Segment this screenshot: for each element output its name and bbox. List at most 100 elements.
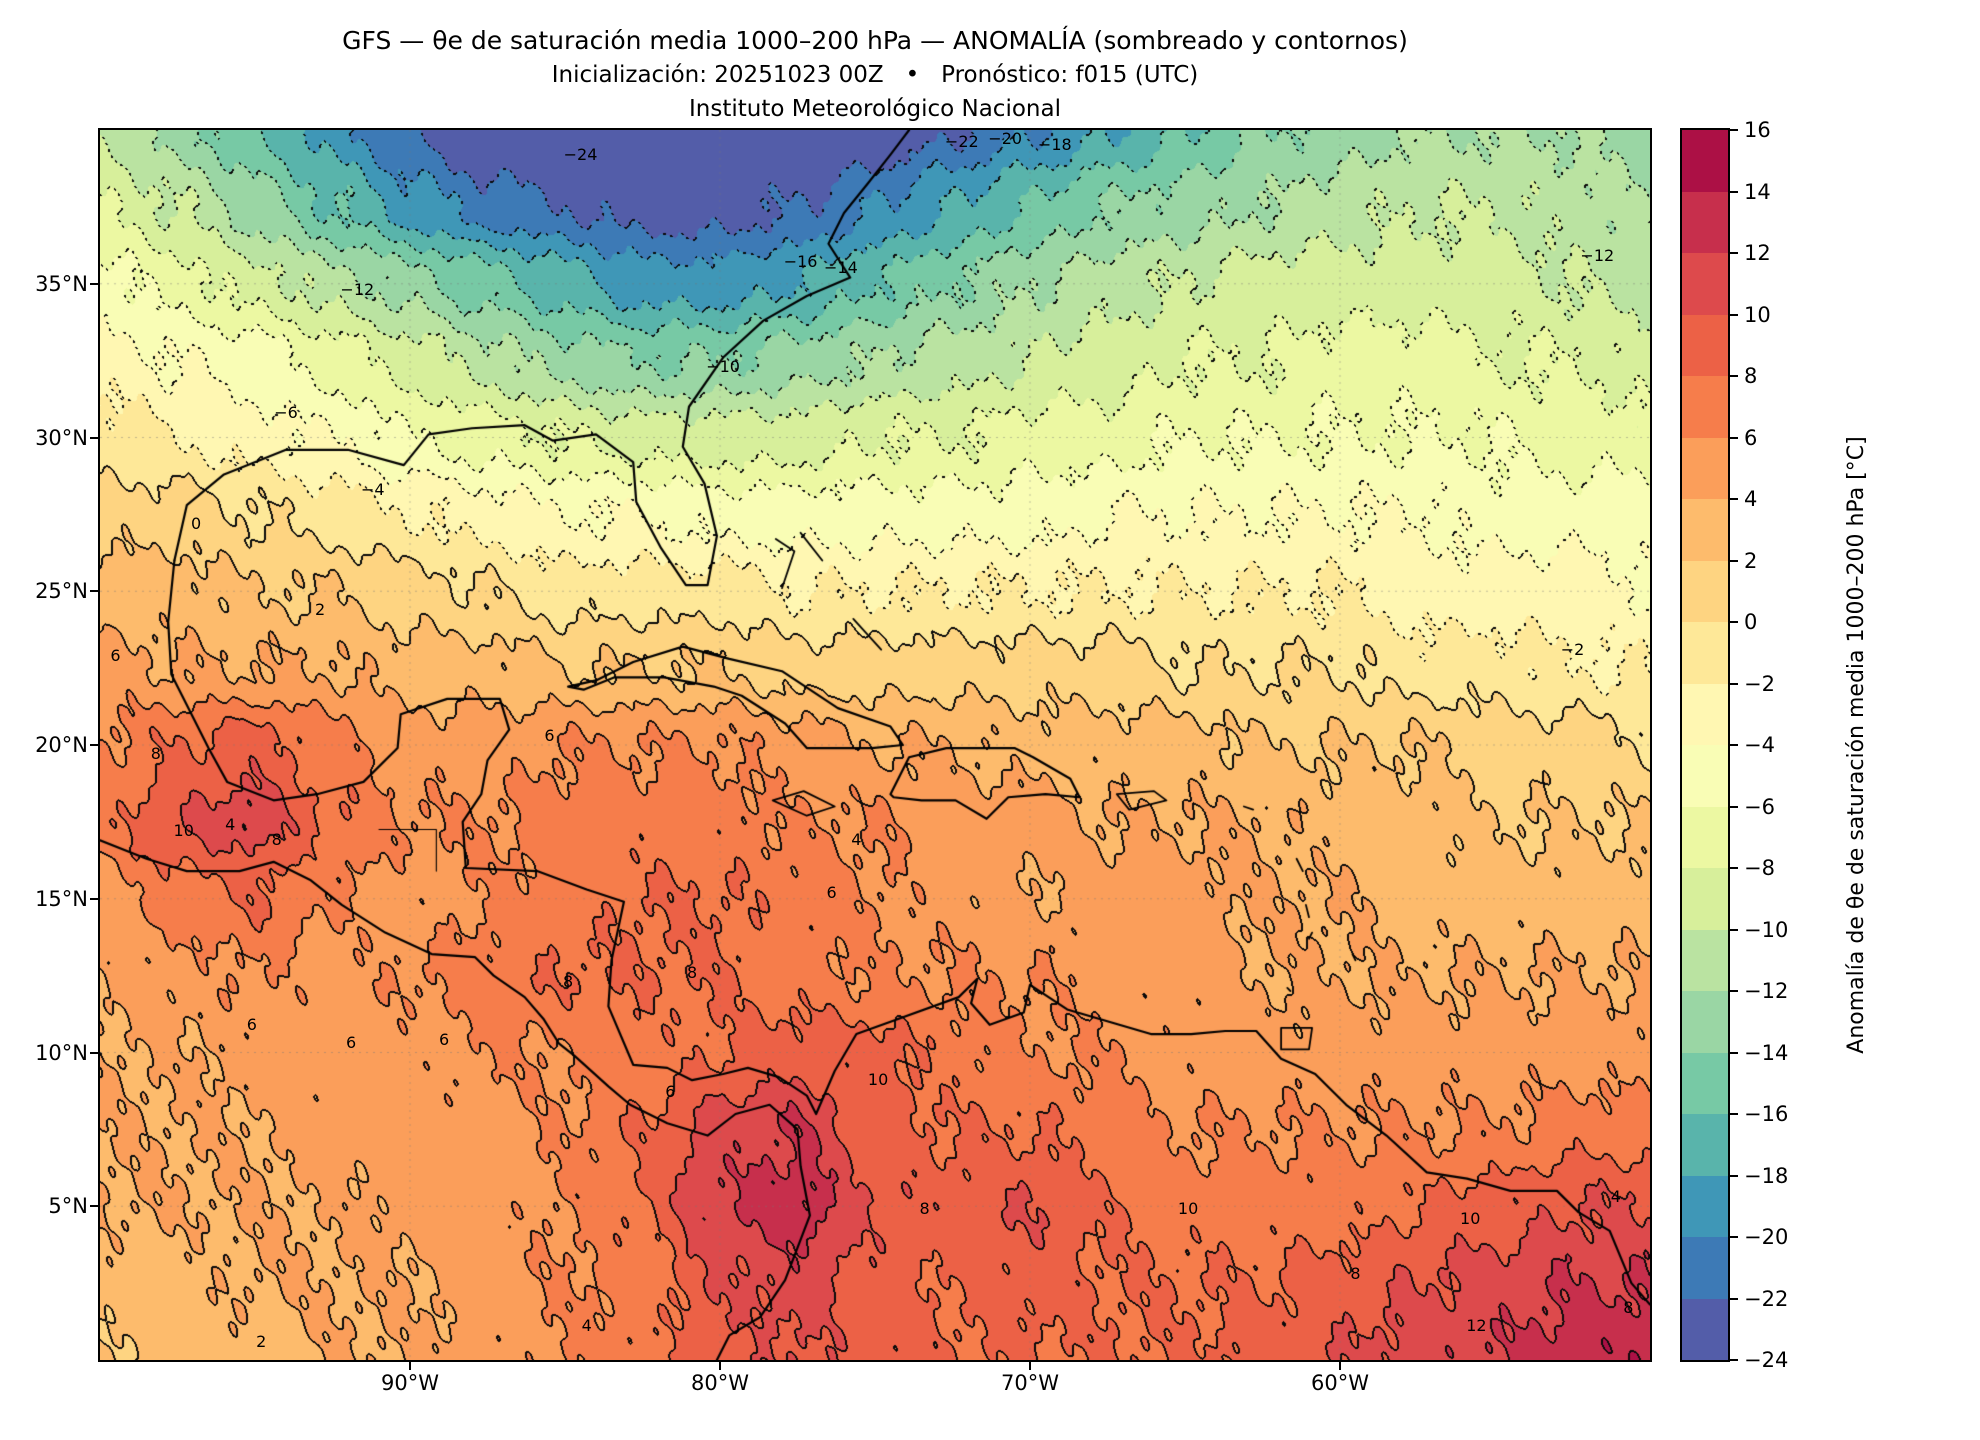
y-tick-label: 15°N: [35, 886, 88, 911]
x-tick-mark: [1029, 1360, 1031, 1370]
chart-title: GFS — θe de saturación media 1000–200 hP…: [342, 26, 1408, 55]
map-plot-area: −24 −22 −20 −18 −16 −14 −12 −12 −10 −6 −4 0 2 −2 6 8 10 4…: [98, 128, 1652, 1362]
contour-label: −12: [1580, 246, 1615, 266]
contour-label: 8: [271, 830, 282, 850]
colorbar-tick-label: −20: [1744, 1225, 1789, 1249]
contour-label: 12: [1466, 1316, 1487, 1336]
x-tick-mark: [719, 1360, 721, 1370]
x-tick-label: 70°W: [1001, 1371, 1059, 1395]
contour-label: 8: [150, 744, 161, 764]
colorbar-tick-mark: [1730, 1051, 1738, 1054]
contour-label: −20: [988, 129, 1023, 149]
colorbar-segment: [1682, 1237, 1728, 1299]
contour-label: 2: [315, 599, 326, 619]
colorbar-tick-mark: [1730, 190, 1738, 193]
colorbar-tick-mark: [1730, 928, 1738, 931]
colorbar-segment: [1682, 683, 1728, 745]
colorbar-segment: [1682, 499, 1728, 561]
colorbar-tick-label: 4: [1744, 487, 1758, 511]
colorbar-segment: [1682, 1175, 1728, 1237]
contour-label: 8: [919, 1199, 930, 1219]
y-tick-label: 30°N: [35, 425, 88, 450]
colorbar-tick-mark: [1730, 375, 1738, 377]
colorbar-segment: [1682, 622, 1728, 684]
contour-label: 8: [687, 962, 698, 982]
colorbar-segment: [1682, 745, 1728, 807]
colorbar-tick-label: 0: [1744, 610, 1758, 634]
colorbar-tick-label: −22: [1744, 1286, 1789, 1311]
colorbar-tick-mark: [1730, 1359, 1738, 1361]
colorbar-segment: [1682, 1052, 1728, 1114]
colorbar-tick-label: 16: [1744, 118, 1771, 142]
colorbar-segment: [1682, 314, 1728, 376]
colorbar-tick-mark: [1730, 1297, 1738, 1300]
contour-label: 8: [1623, 1297, 1634, 1317]
colorbar-tick-mark: [1730, 1113, 1738, 1115]
colorbar-tick-label: 14: [1744, 179, 1771, 204]
colorbar-tick-label: −16: [1744, 1102, 1789, 1126]
colorbar-tick-mark: [1730, 867, 1738, 869]
colorbar-segment: [1682, 130, 1728, 192]
contour-label: 8: [1350, 1263, 1361, 1283]
y-tick-mark: [90, 1051, 100, 1054]
contour-label: −24: [563, 144, 598, 164]
y-tick-mark: [90, 744, 100, 746]
colorbar-tick-label: 10: [1744, 302, 1771, 327]
colorbar-tick-mark: [1730, 252, 1738, 254]
colorbar-tick-mark: [1730, 682, 1738, 685]
map-canvas: [100, 130, 1650, 1360]
colorbar-tick-mark: [1730, 1236, 1738, 1238]
x-tick-label: 80°W: [691, 1371, 749, 1395]
x-tick-label: 90°W: [381, 1371, 439, 1395]
contour-label: 6: [544, 725, 555, 745]
contour-label: 6: [439, 1030, 450, 1050]
y-tick-mark: [90, 897, 100, 900]
contour-label: −14: [824, 258, 858, 278]
x-tick-mark: [409, 1360, 411, 1370]
colorbar-segment: [1682, 1114, 1728, 1176]
colorbar-segment: [1682, 991, 1728, 1053]
contour-label: 10: [173, 821, 194, 841]
colorbar-tick-label: −18: [1744, 1163, 1789, 1188]
contour-label: 10: [867, 1070, 889, 1090]
x-tick-mark: [1339, 1360, 1341, 1370]
contour-label: −2: [1560, 639, 1585, 659]
contour-label: 8: [563, 971, 574, 991]
y-tick-label: 20°N: [35, 733, 88, 757]
colorbar-tick-mark: [1730, 805, 1738, 808]
contour-label: 6: [826, 882, 837, 902]
colorbar-segment: [1682, 560, 1728, 622]
y-tick-label: 10°N: [35, 1040, 88, 1065]
contour-label: 6: [665, 1082, 676, 1102]
contour-label: 10: [1177, 1199, 1199, 1219]
colorbar-tick-label: −24: [1744, 1348, 1789, 1372]
colorbar-tick-label: −4: [1744, 733, 1775, 757]
colorbar-segment: [1682, 1298, 1728, 1360]
contour-label: 4: [225, 814, 236, 834]
x-tick-label: 60°W: [1311, 1371, 1369, 1395]
colorbar-segment: [1682, 376, 1728, 438]
colorbar-tick-label: −8: [1744, 856, 1775, 880]
colorbar-segment: [1682, 868, 1728, 930]
colorbar-segment: [1682, 253, 1728, 315]
contour-label: 4: [1610, 1187, 1621, 1207]
contour-label: 6: [346, 1033, 357, 1053]
colorbar-tick-mark: [1730, 990, 1738, 992]
colorbar-tick-mark: [1730, 559, 1738, 562]
colorbar-segment: [1682, 437, 1728, 499]
colorbar-tick-mark: [1730, 621, 1738, 623]
colorbar-tick-label: 12: [1744, 241, 1771, 265]
colorbar-tick-mark: [1730, 129, 1738, 131]
contour-label: −18: [1037, 135, 1072, 155]
contour-label: −4: [361, 479, 385, 499]
colorbar-tick-mark: [1730, 498, 1738, 500]
contour-label: 6: [246, 1014, 257, 1034]
contour-label: −10: [706, 356, 740, 376]
y-tick-label: 5°N: [48, 1194, 88, 1219]
contour-label: 6: [110, 645, 121, 665]
colorbar: [1680, 128, 1730, 1362]
colorbar-segment: [1682, 806, 1728, 868]
contour-label: 2: [256, 1331, 267, 1351]
colorbar-tick-label: 8: [1744, 364, 1758, 388]
